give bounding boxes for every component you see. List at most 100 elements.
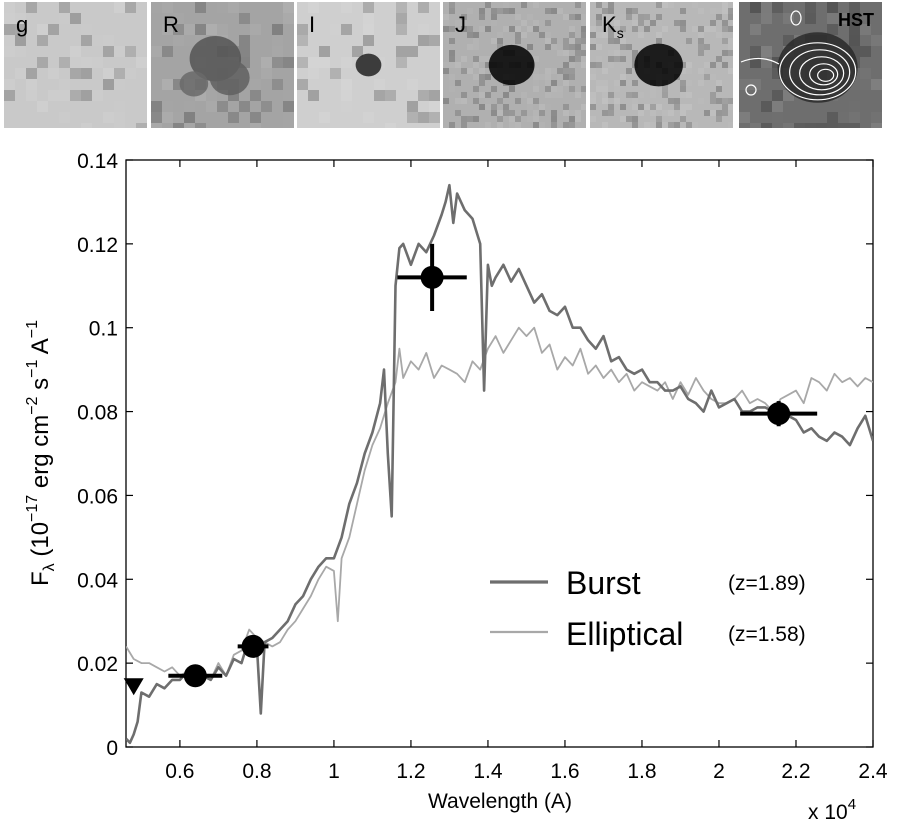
- panel-noise: [590, 38, 596, 44]
- panel-noise: [461, 98, 467, 104]
- panel-noise: [783, 123, 794, 128]
- panel-noise: [539, 74, 545, 80]
- panel-noise: [4, 90, 15, 101]
- x-tick-label: 1: [328, 760, 340, 783]
- panel-noise: [849, 2, 860, 13]
- panel-noise: [479, 56, 485, 62]
- panel-noise: [162, 46, 173, 57]
- y-tick-label: 0.08: [77, 402, 118, 425]
- panel-noise: [92, 35, 103, 46]
- panel-noise: [473, 56, 479, 62]
- panel-noise: [728, 14, 733, 20]
- panel-noise: [680, 44, 686, 50]
- panel-noise: [70, 68, 81, 79]
- panel-noise: [136, 123, 147, 128]
- panel-noise: [650, 104, 656, 110]
- panel-noise: [319, 57, 330, 68]
- panel-noise: [728, 122, 733, 128]
- photometry-marker: [241, 634, 265, 658]
- panel-noise: [81, 57, 92, 68]
- panel-noise: [590, 116, 596, 122]
- panel-noise: [184, 35, 195, 46]
- panel-noise: [551, 38, 557, 44]
- panel-noise: [710, 20, 716, 26]
- panel-noise: [590, 92, 596, 98]
- panel-noise: [575, 50, 581, 56]
- panel-noise: [491, 8, 497, 14]
- panel-noise: [761, 46, 772, 57]
- panel-noise: [686, 104, 692, 110]
- panel-noise: [297, 46, 308, 57]
- panel-noise: [479, 80, 485, 86]
- panel-noise: [668, 2, 674, 8]
- panel-noise: [575, 110, 581, 116]
- panel-noise: [473, 44, 479, 50]
- panel-noise: [250, 90, 261, 101]
- panel-noise: [37, 24, 48, 35]
- panel-noise: [228, 2, 239, 13]
- panel-noise: [396, 2, 407, 13]
- panel-noise: [728, 98, 733, 104]
- panel-noise: [728, 44, 733, 50]
- panel-noise: [596, 56, 602, 62]
- panel-noise: [569, 62, 575, 68]
- panel-noise: [125, 68, 136, 79]
- panel-noise: [461, 14, 467, 20]
- panel-noise: [103, 79, 114, 90]
- panel-noise: [443, 68, 449, 74]
- panel-noise: [602, 86, 608, 92]
- panel-noise: [608, 92, 614, 98]
- panel-noise: [716, 98, 722, 104]
- panel-noise: [449, 62, 455, 68]
- panel-noise: [686, 50, 692, 56]
- panel-noise: [575, 14, 581, 20]
- panel-noise: [710, 98, 716, 104]
- panel-noise: [443, 26, 449, 32]
- panel-noise: [509, 110, 515, 116]
- y-label-part-3: s: [27, 378, 54, 397]
- panel-noise: [533, 86, 539, 92]
- panel-noise: [509, 26, 515, 32]
- panel-noise: [686, 68, 692, 74]
- panel-noise: [569, 26, 575, 32]
- panel-noise: [596, 86, 602, 92]
- panel-noise: [70, 46, 81, 57]
- panel-noise: [772, 2, 783, 13]
- panel-noise: [626, 8, 632, 14]
- panel-noise: [449, 8, 455, 14]
- photometry-point: [740, 401, 818, 427]
- panel-noise: [491, 104, 497, 110]
- panel-noise: [533, 56, 539, 62]
- panel-noise: [103, 68, 114, 79]
- panel-noise: [614, 50, 620, 56]
- panel-noise: [656, 32, 662, 38]
- panel-noise: [250, 2, 261, 13]
- panel-noise: [261, 68, 272, 79]
- panel-noise: [70, 90, 81, 101]
- panel-noise: [849, 13, 860, 24]
- panel-noise: [569, 38, 575, 44]
- panel-noise: [497, 8, 503, 14]
- panel-noise: [527, 44, 533, 50]
- panel-noise: [608, 110, 614, 116]
- y-label-exp-1: −17: [24, 495, 41, 522]
- panel-noise: [656, 122, 662, 128]
- x-tick-label: 2.4: [858, 760, 888, 783]
- source-blob: [209, 59, 250, 96]
- photometry-marker: [183, 664, 207, 688]
- panel-noise: [59, 79, 70, 90]
- panel-noise: [650, 122, 656, 128]
- panel-noise: [491, 86, 497, 92]
- panel-noise: [184, 101, 195, 112]
- panel-noise: [590, 104, 596, 110]
- panel-noise: [341, 101, 352, 112]
- panel-noise: [239, 46, 250, 57]
- panel-noise: [473, 38, 479, 44]
- panel-noise: [59, 13, 70, 24]
- panel-noise: [485, 62, 491, 68]
- panel-noise: [479, 14, 485, 20]
- panel-noise: [162, 101, 173, 112]
- x-tick-label: 0.8: [242, 760, 271, 783]
- panel-noise: [614, 104, 620, 110]
- panel-noise: [136, 57, 147, 68]
